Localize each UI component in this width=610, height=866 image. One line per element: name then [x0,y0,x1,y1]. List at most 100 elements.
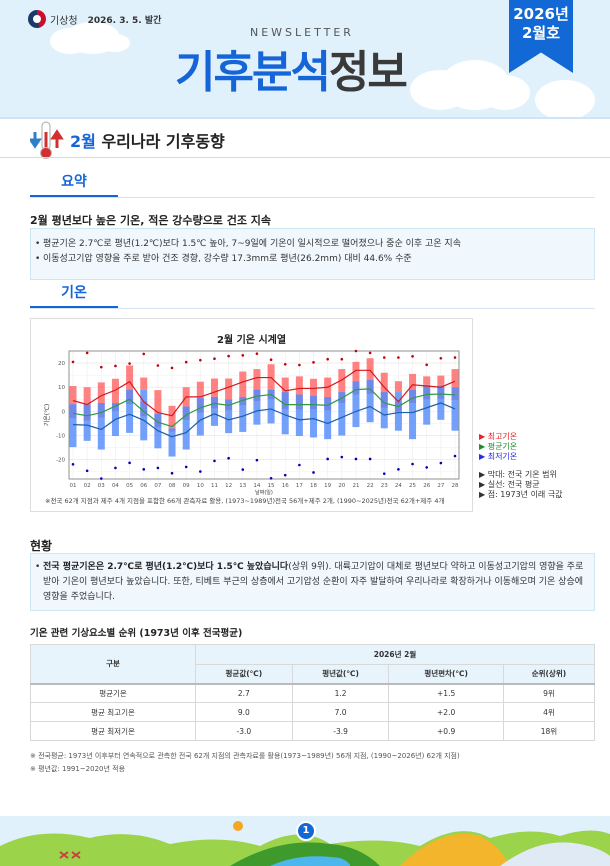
ribbon-issue: 2월호 [521,24,561,42]
divider [0,157,610,158]
svg-text:25: 25 [409,483,416,489]
legend-max: ▶ 최고기온 [479,432,518,441]
cloud-decoration [100,34,130,52]
status-heading: 현황 [30,539,53,553]
cloud-decoration [535,80,595,117]
status-box: 전국 평균기온은 2.7℃로 평년(1.2℃)보다 1.5℃ 높았습니다(상위 … [30,553,595,611]
svg-text:-20: -20 [56,458,65,464]
table-row: 평균 최저기온 -3.0 -3.9 +0.9 18위 [30,721,596,741]
svg-text:16: 16 [282,483,289,489]
page-number: 1 [296,821,316,841]
svg-text:12: 12 [225,483,232,489]
svg-text:27: 27 [437,483,444,489]
title-part-info: 정보 [328,47,408,98]
legend-avg: ▶ 평균기온 [479,442,518,451]
agency-brand: 기상청 2026. 3. 5. 발간 [28,10,161,28]
col-rank: 순위(상위) [502,664,596,684]
cell-normal: -3.9 [291,721,390,741]
row-label: 평균 최저기온 [30,721,196,741]
svg-text:기온(℃): 기온(℃) [43,404,51,426]
svg-text:28: 28 [452,483,459,489]
col-period: 2026년 2월 [195,644,595,665]
agency-name: 기상청 [50,15,78,27]
svg-text:06: 06 [140,483,147,489]
kma-logo-icon [28,10,46,28]
table-footnotes: ※ 전국평균: 1973년 이후부터 연속적으로 관측한 전국 62개 지점의 … [30,750,460,776]
tab-temperature: 기온 [30,282,118,308]
svg-text:19: 19 [324,483,331,489]
svg-text:날짜(일): 날짜(일) [255,489,273,496]
svg-text:07: 07 [154,483,161,489]
thermometer-icon [28,120,66,160]
svg-text:15: 15 [268,483,275,489]
cell-deviation: +1.5 [388,682,504,703]
chart-title: 2월 기온 시계열 [216,335,287,346]
cell-rank: 4위 [502,702,596,722]
cloud-decoration [480,75,530,110]
svg-text:17: 17 [296,483,303,489]
svg-text:-10: -10 [56,434,65,440]
col-category: 구분 [30,644,196,684]
svg-text:11: 11 [211,483,218,489]
summary-bullet: 이동성고기압 영향을 주로 받아 건조 경향, 강수량 17.3mm로 평년(2… [31,252,594,267]
cell-deviation: +0.9 [388,721,504,741]
legend-min: ▶ 최저기온 [479,452,518,461]
legend-line-desc: ▶ 실선: 전국 평균 [479,480,540,489]
divider [0,117,610,119]
svg-text:20: 20 [58,361,65,367]
footnote: ※ 평년값: 1991~2020년 적용 [30,765,126,773]
svg-text:0: 0 [62,409,66,415]
section-month: 2월 [70,132,96,151]
col-normal: 평년값(℃) [291,664,390,684]
svg-text:13: 13 [239,483,246,489]
cell-avg: -3.0 [195,721,293,741]
table-row: 평균기온 2.7 1.2 +1.5 9위 [30,682,596,703]
newsletter-header: 기상청 2026. 3. 5. 발간 NEWSLETTER 기후분석정보 202… [0,0,610,117]
svg-text:10: 10 [197,483,204,489]
chart-legend: ▶ 최고기온 ▶ 평균기온 ▶ 최저기온 ▶ 막대: 전국 기온 범위 ▶ 실선… [479,432,563,500]
legend-dot-desc: ▶ 점: 1973년 이래 극값 [479,490,563,499]
svg-text:14: 14 [253,483,260,489]
svg-text:01: 01 [70,483,77,489]
summary-bullet: 평균기온 2.7℃로 평년(1.2℃)보다 1.5℃ 높아, 7~9일에 기온이… [31,237,594,252]
chart-plot: 20 10 0 -10 -20 01 02 03 04 05 06 07 08 09 10 11 12 13 14 1… [43,349,460,496]
row-label: 평균 최고기온 [30,702,196,722]
col-deviation: 평년편차(℃) [388,664,504,684]
footnote: ※ 전국평균: 1973년 이후부터 연속적으로 관측한 전국 62개 지점의 … [30,752,460,760]
newsletter-title: 기후분석정보 [175,36,408,100]
cell-normal: 7.0 [291,702,390,722]
cell-rank: 9위 [502,682,596,703]
svg-text:23: 23 [381,483,388,489]
cell-deviation: +2.0 [388,702,504,722]
svg-text:26: 26 [423,483,430,489]
section-title: 2월 우리나라 기후동향 [28,120,225,160]
section-heading-text: 우리나라 기후동향 [101,132,225,151]
svg-text:05: 05 [126,483,133,489]
svg-text:02: 02 [84,483,91,489]
svg-text:04: 04 [112,483,119,489]
status-body: (상위 9위). 대륙고기압이 대체로 평년보다 약하고 이동성고기압의 영향을… [43,562,584,602]
svg-text:09: 09 [183,483,190,489]
summary-box: 평균기온 2.7℃로 평년(1.2℃)보다 1.5℃ 높아, 7~9일에 기온이… [30,228,595,280]
cell-avg: 2.7 [195,682,293,703]
summary-tab-header: 요약 [30,172,595,198]
svg-text:18: 18 [310,483,317,489]
tab-summary: 요약 [30,171,118,197]
col-avg: 평균값(℃) [195,664,293,684]
status-lead: 전국 평균기온은 2.7℃로 평년(1.2℃)보다 1.5℃ 높았습니다 [43,562,289,572]
status-text: 전국 평균기온은 2.7℃로 평년(1.2℃)보다 1.5℃ 높았습니다(상위 … [31,560,584,605]
issue-ribbon: 2026년 2월호 [509,0,573,73]
legend-bar-desc: ▶ 막대: 전국 기온 범위 [479,470,557,479]
newsletter-label: NEWSLETTER [250,26,354,39]
rank-table-title: 기온 관련 기상요소별 순위 (1973년 이후 전국평균) [30,628,243,639]
chart-footnote: ※전국 62개 지점과 제주 4개 지점을 포함한 66개 관측자료 활용, (… [45,497,445,505]
temperature-tab-header: 기온 [30,283,595,309]
cell-normal: 1.2 [291,682,390,703]
cell-rank: 18위 [502,721,596,741]
svg-text:20: 20 [338,483,345,489]
table-row: 평균 최고기온 9.0 7.0 +2.0 4위 [30,702,596,722]
svg-text:21: 21 [352,483,359,489]
rank-table: 구분 2026년 2월 평균값(℃) 평년값(℃) 평년편차(℃) 순위(상위)… [30,644,596,741]
svg-text:10: 10 [58,385,65,391]
svg-text:03: 03 [98,483,105,489]
